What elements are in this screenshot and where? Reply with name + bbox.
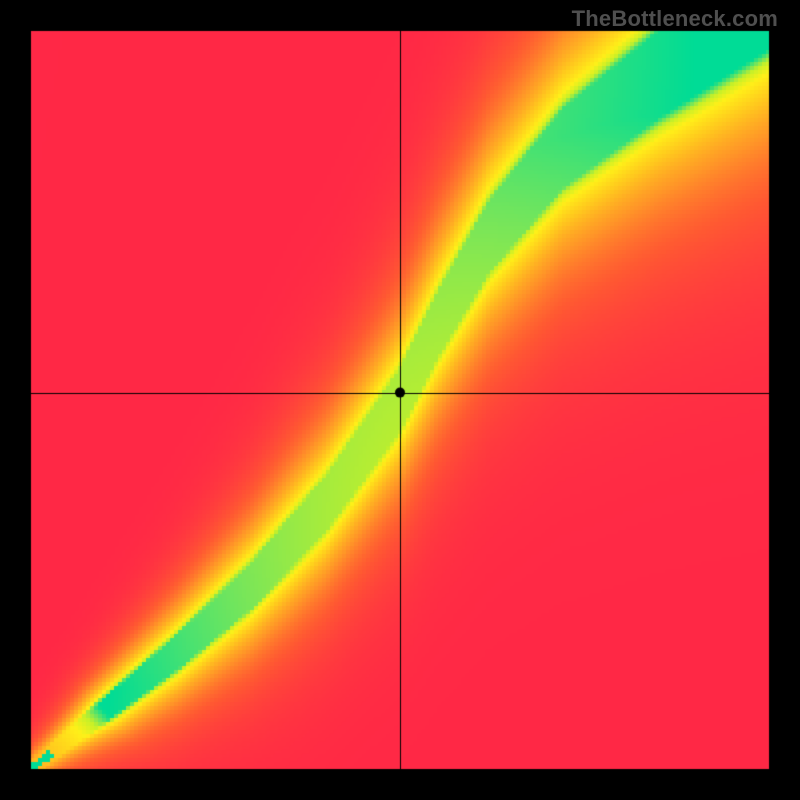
bottleneck-heatmap	[0, 0, 800, 800]
watermark-text: TheBottleneck.com	[572, 6, 778, 32]
